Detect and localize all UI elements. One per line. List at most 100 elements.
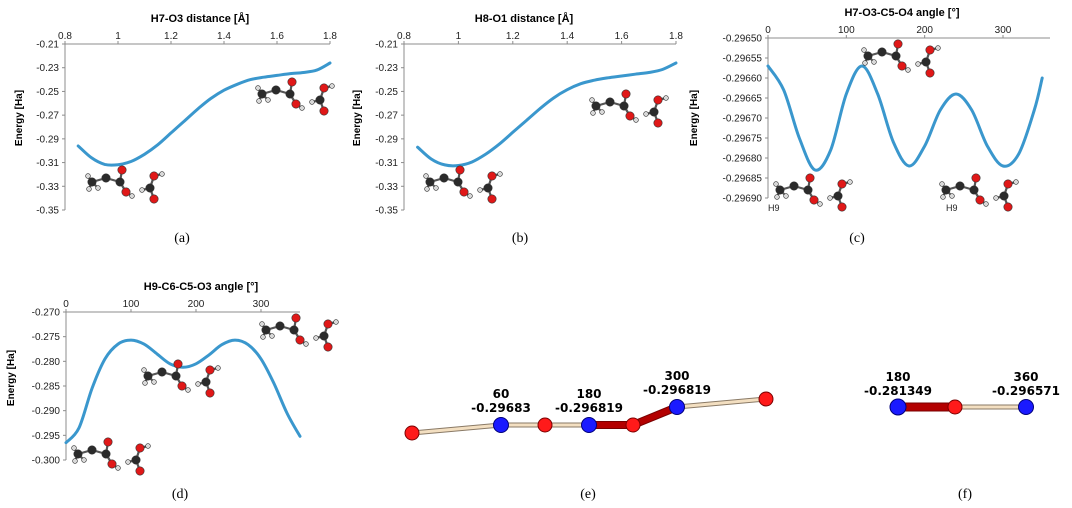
oxygen-atom — [805, 173, 815, 183]
hydrogen-atom — [256, 98, 262, 104]
y-tick-label: -0.29 — [375, 134, 398, 145]
panel-d-ylabel: Energy [Ha] — [6, 350, 17, 406]
y-tick-label: -0.29665 — [723, 94, 763, 105]
oxygen-atom — [323, 319, 333, 329]
panel-b-ylabel: Energy [Ha] — [352, 90, 363, 146]
oxygen-atom — [149, 171, 159, 181]
node-energy-label: -0.281349 — [864, 384, 932, 398]
hydrogen-atom — [1013, 179, 1019, 185]
hydrogen-atom — [817, 201, 823, 207]
y-tick-label: -0.25 — [375, 87, 398, 98]
y-tick-label: -0.29685 — [723, 174, 763, 185]
molecule-icon — [861, 39, 941, 78]
carbon-atom — [87, 177, 97, 187]
x-tick-label: 1.8 — [669, 31, 683, 42]
node-energy-label: -0.29683 — [471, 401, 531, 415]
hydrogen-atom — [783, 193, 789, 199]
hydrogen-atom — [467, 193, 473, 199]
energy-curve — [76, 61, 332, 167]
hydrogen-atom — [85, 173, 91, 179]
y-tick-label: -0.25 — [36, 87, 59, 98]
hydrogen-atom — [255, 85, 261, 91]
node-angle-label: 300 — [664, 369, 689, 383]
oxygen-atom — [621, 89, 631, 99]
oxygen-atom — [295, 335, 305, 345]
x-tick-label: 1.2 — [164, 31, 178, 42]
carbon-atom — [425, 177, 435, 187]
panel-d: H9-C6-C5-O3 angle [°] Energy [Ha] -0.270… — [6, 281, 339, 502]
node-angle-label: 60 — [493, 387, 510, 401]
oxygen-atom — [117, 165, 127, 175]
oxygen-atom — [925, 45, 935, 55]
hydrogen-atom — [905, 67, 911, 73]
graph-node-red — [758, 391, 774, 407]
hydrogen-atom — [159, 171, 165, 177]
panel-d-molecules — [71, 313, 339, 476]
panel-b: H8-O1 distance [Å] Energy [Ha] -0.21-0.2… — [352, 12, 683, 246]
carbon-atom — [171, 371, 181, 381]
carbon-atom — [439, 173, 449, 183]
panel-a-caption: (a) — [174, 231, 190, 246]
y-tick-label: -0.29680 — [723, 154, 763, 165]
panel-c-molecules — [773, 39, 1019, 212]
oxygen-atom — [653, 118, 663, 128]
oxygen-atom — [809, 195, 819, 205]
hydrogen-atom — [129, 193, 135, 199]
oxygen-atom — [625, 111, 635, 121]
node-angle-label: 180 — [885, 370, 910, 384]
carbon-atom — [863, 51, 873, 61]
y-tick-label: -0.29660 — [723, 74, 763, 85]
carbon-atom — [131, 455, 141, 465]
oxygen-atom — [487, 194, 497, 204]
panel-d-caption: (d) — [172, 487, 189, 502]
hydrogen-atom — [663, 95, 669, 101]
hydrogen-atom — [773, 181, 779, 187]
panel-a-axes: -0.21 -0.23 -0.25 -0.27 -0.29 -0.31 -0.33 -0.35… — [36, 31, 337, 217]
hydrogen-atom — [81, 457, 87, 463]
hydrogen-atom — [477, 187, 483, 193]
y-tick-label: -0.290 — [32, 406, 61, 417]
x-tick-label: 100 — [838, 25, 855, 36]
hydrogen-atom — [633, 117, 639, 123]
molecule-icon — [589, 89, 669, 128]
carbon-atom — [789, 181, 799, 191]
y-tick-label: -0.295 — [32, 431, 61, 442]
hydrogen-atom — [265, 97, 271, 103]
panel-d-axes: -0.270 -0.275 -0.280 -0.285 -0.290 -0.295 -0.3… — [32, 299, 302, 467]
x-tick-label: 1.8 — [323, 31, 337, 42]
carbon-atom — [921, 57, 931, 67]
carbon-atom — [877, 47, 887, 57]
node-energy-label: -0.296819 — [643, 383, 711, 397]
panel-c-caption: (c) — [849, 231, 865, 246]
y-tick-label: -0.31 — [36, 158, 59, 169]
x-tick-label: 1.4 — [217, 31, 231, 42]
oxygen-atom — [135, 466, 145, 476]
molecule-icon — [259, 313, 339, 352]
node-angle-label: 180 — [576, 387, 601, 401]
carbon-atom — [275, 321, 285, 331]
carbon-atom — [999, 191, 1009, 201]
oxygen-atom — [107, 459, 117, 469]
x-tick-label: 100 — [123, 299, 140, 310]
carbon-atom — [145, 183, 155, 193]
hydrogen-atom — [590, 110, 596, 116]
panel-e-caption: (e) — [580, 487, 596, 502]
hydrogen-atom — [847, 179, 853, 185]
hydrogen-atom — [862, 60, 868, 66]
graph-edge — [411, 423, 502, 435]
graph-node-red — [404, 425, 420, 441]
graph-node-red — [625, 417, 641, 433]
carbon-atom — [87, 445, 97, 455]
panel-c-axes: -0.29650 -0.29655 -0.29660 -0.29665 -0.29670… — [723, 25, 1050, 205]
hydrogen-atom — [935, 45, 941, 51]
y-tick-label: -0.35 — [36, 206, 59, 217]
carbon-atom — [891, 51, 901, 61]
oxygen-atom — [173, 359, 183, 369]
oxygen-atom — [459, 187, 469, 197]
oxygen-atom — [837, 179, 847, 189]
hydrogen-atom — [993, 195, 999, 201]
panel-c-ylabel: Energy [Ha] — [689, 90, 700, 146]
oxygen-atom — [893, 39, 903, 49]
hydrogen-atom — [643, 111, 649, 117]
carbon-atom — [315, 95, 325, 105]
